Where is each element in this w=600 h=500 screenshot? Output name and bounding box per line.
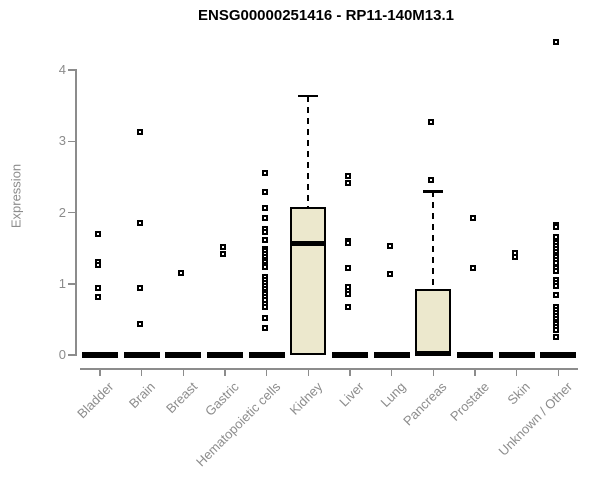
data-point: [428, 119, 435, 125]
x-axis-line: [80, 368, 578, 370]
data-point: [553, 224, 560, 231]
data-point: [261, 188, 268, 195]
data-point: [344, 265, 351, 272]
x-category-label: Unknown / Other: [495, 379, 575, 459]
data-point: [261, 314, 268, 321]
upper-whisker: [307, 95, 310, 207]
data-point: [261, 324, 268, 331]
data-point: [469, 215, 476, 222]
box: [290, 206, 327, 355]
data-point: [95, 294, 101, 301]
x-axis-tick: [349, 368, 351, 376]
x-axis-tick: [99, 368, 101, 376]
x-category-label: Kidney: [286, 379, 325, 418]
x-category-label: Brain: [126, 379, 159, 412]
chart-title: ENSG00000251416 - RP11-140M13.1: [197, 7, 454, 24]
data-point: [178, 270, 185, 277]
data-point: [136, 321, 143, 328]
data-point: [261, 229, 268, 236]
x-category-label: Pancreas: [400, 379, 450, 429]
collapsed-box-at-zero: [165, 351, 202, 358]
data-point: [469, 265, 476, 272]
y-axis-tick: [68, 283, 75, 285]
data-point: [261, 205, 268, 212]
y-tick-label: 4: [58, 62, 66, 77]
x-axis-tick: [182, 368, 185, 376]
x-axis-tick: [390, 368, 393, 376]
median-line: [290, 240, 327, 246]
x-axis-tick: [265, 368, 268, 376]
collapsed-box-at-zero: [540, 351, 577, 358]
data-point: [344, 240, 351, 247]
x-axis-tick: [307, 368, 310, 376]
y-tick-label: 0: [58, 347, 66, 362]
data-point: [95, 261, 101, 268]
upper-whisker: [432, 191, 435, 290]
y-axis-line: [75, 69, 77, 356]
data-point: [553, 334, 560, 341]
x-category-label: Breast: [162, 379, 200, 417]
data-point: [261, 215, 268, 222]
collapsed-box-at-zero: [498, 351, 535, 358]
data-point: [553, 38, 560, 45]
x-category-label: Lung: [377, 379, 409, 411]
collapsed-box-at-zero: [248, 351, 285, 358]
data-point: [136, 128, 143, 135]
collapsed-box-at-zero: [456, 351, 493, 358]
x-axis-tick: [432, 368, 435, 376]
y-axis-tick: [68, 211, 75, 214]
x-category-label: Gastric: [201, 379, 242, 419]
x-axis-tick: [515, 368, 518, 376]
whisker-cap: [423, 190, 444, 193]
data-point: [261, 170, 268, 177]
box: [415, 289, 452, 355]
y-axis-tick: [68, 69, 75, 71]
x-axis-tick: [140, 368, 143, 376]
data-point: [344, 173, 351, 180]
data-point: [553, 327, 560, 334]
data-point: [261, 237, 268, 244]
data-point: [261, 304, 268, 311]
data-point: [344, 304, 351, 311]
data-point: [136, 285, 143, 292]
x-category-label: Bladder: [74, 379, 117, 422]
data-point: [553, 282, 560, 289]
whisker-cap: [298, 94, 319, 98]
y-tick-label: 1: [58, 275, 66, 291]
data-point: [219, 250, 226, 257]
data-point: [95, 285, 101, 292]
y-axis-tick: [68, 140, 75, 142]
x-category-label: Prostate: [446, 379, 492, 424]
data-point: [95, 230, 101, 237]
x-axis-tick: [224, 368, 226, 376]
data-point: [553, 267, 560, 274]
data-point: [136, 220, 143, 227]
data-point: [219, 243, 226, 250]
data-point: [386, 242, 393, 249]
x-category-label: Skin: [504, 379, 534, 408]
y-axis-tick: [68, 354, 75, 356]
collapsed-box-at-zero: [331, 351, 368, 358]
x-axis-tick: [557, 368, 559, 376]
data-point: [428, 176, 435, 183]
x-axis-tick: [474, 368, 476, 376]
data-point: [553, 233, 560, 240]
y-tick-label: 3: [58, 133, 66, 149]
y-axis-label: Expression: [8, 163, 24, 229]
data-point: [553, 292, 560, 299]
collapsed-box-at-zero: [206, 351, 243, 358]
y-tick-label: 2: [58, 204, 66, 220]
data-point: [261, 263, 268, 270]
data-point: [344, 291, 351, 298]
collapsed-box-at-zero: [373, 351, 410, 358]
data-point: [344, 179, 351, 186]
median-line: [415, 351, 452, 357]
data-point: [386, 270, 393, 277]
x-category-label: Liver: [336, 379, 367, 410]
data-point: [511, 253, 518, 260]
collapsed-box-at-zero: [123, 351, 160, 358]
collapsed-box-at-zero: [82, 351, 118, 358]
